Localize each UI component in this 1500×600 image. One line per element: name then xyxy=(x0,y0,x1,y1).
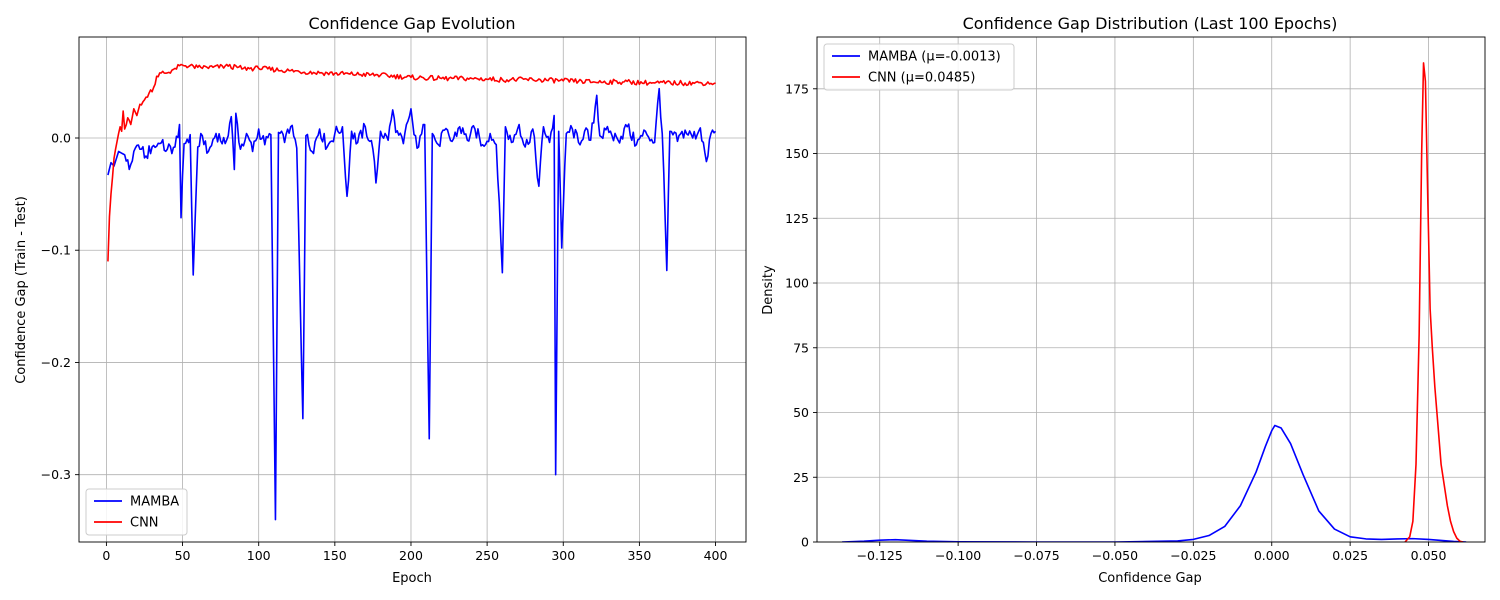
chart-confidence-gap-distribution: Confidence Gap Distribution (Last 100 Ep… xyxy=(761,14,1486,586)
x-tick-label: 0 xyxy=(102,548,110,563)
legend-label: MAMBA xyxy=(130,495,179,510)
x-tick-label: −0.100 xyxy=(935,548,981,563)
legend-box xyxy=(823,43,1015,91)
x-tick-label: 200 xyxy=(399,548,423,563)
x-tick-label: 0.025 xyxy=(1332,548,1368,563)
x-tick-label: 300 xyxy=(551,548,575,563)
x-tick-label: 250 xyxy=(475,548,499,563)
series-group xyxy=(107,63,717,521)
y-tick-label: −0.3 xyxy=(41,467,71,482)
y-tick-label: 125 xyxy=(785,211,809,226)
legend: MAMBA CNN xyxy=(85,488,188,536)
y-tick-label: 0.0 xyxy=(51,131,71,146)
legend: MAMBA (μ=-0.0013) CNN (μ=0.0485) xyxy=(823,43,1015,91)
x-tick-label: −0.050 xyxy=(1092,548,1138,563)
series-line-cnn xyxy=(107,63,716,262)
chart-title: Confidence Gap Distribution (Last 100 Ep… xyxy=(963,14,1338,33)
series-line-cnn xyxy=(1404,62,1464,542)
legend-label: CNN (μ=0.0485) xyxy=(868,71,975,86)
chart-title: Confidence Gap Evolution xyxy=(308,14,515,33)
x-tick-label: 150 xyxy=(323,548,347,563)
y-axis-label: Density xyxy=(761,265,776,315)
y-tick-label: −0.2 xyxy=(41,355,71,370)
x-tick-label: 50 xyxy=(175,548,191,563)
series-line-mamba xyxy=(107,87,717,521)
y-tick-label: 100 xyxy=(785,276,809,291)
x-tick-label: −0.125 xyxy=(857,548,903,563)
x-tick-label: 0.000 xyxy=(1254,548,1290,563)
y-tick-label: 50 xyxy=(793,405,809,420)
y-axis-label: Confidence Gap (Train - Test) xyxy=(14,196,29,384)
axes-frame xyxy=(78,36,747,543)
y-tick-label: 25 xyxy=(793,470,809,485)
x-tick-label: −0.075 xyxy=(1013,548,1059,563)
x-axis-label: Epoch xyxy=(392,571,432,586)
x-tick-label: 400 xyxy=(704,548,728,563)
y-tick-label: 150 xyxy=(785,146,809,161)
axes-frame xyxy=(816,36,1486,543)
series-group xyxy=(842,62,1467,542)
x-tick-label: −0.025 xyxy=(1170,548,1216,563)
x-tick-label: 100 xyxy=(247,548,271,563)
x-axis-label: Confidence Gap xyxy=(1098,571,1202,586)
legend-label: MAMBA (μ=-0.0013) xyxy=(868,50,1001,65)
y-tick-label: −0.1 xyxy=(41,243,71,258)
chart-confidence-gap-evolution: Confidence Gap Evolution Epoch Confidenc… xyxy=(14,14,747,586)
y-tick-label: 75 xyxy=(793,340,809,355)
grid xyxy=(79,37,746,542)
x-tick-label: 350 xyxy=(627,548,651,563)
series-line-mamba xyxy=(842,424,1467,542)
y-tick-label: 0 xyxy=(801,535,809,550)
y-tick-label: 175 xyxy=(785,81,809,96)
legend-label: CNN xyxy=(130,516,159,531)
x-tick-label: 0.050 xyxy=(1411,548,1447,563)
